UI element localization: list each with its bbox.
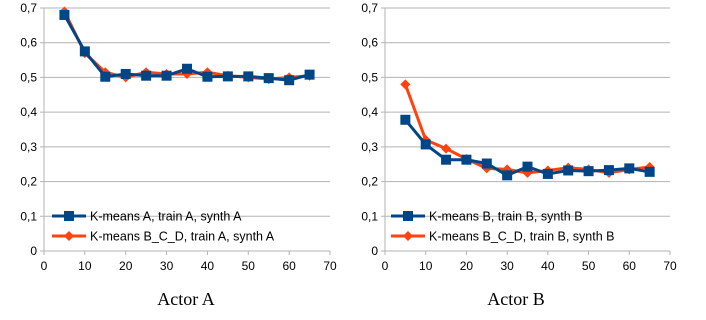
legend-marker xyxy=(64,231,74,241)
legend-marker xyxy=(64,211,74,221)
y-tick-label: 0,1 xyxy=(20,209,37,223)
data-point xyxy=(563,165,574,176)
y-tick-label: 0,4 xyxy=(361,105,378,119)
x-tick-label: 70 xyxy=(323,259,337,273)
x-tick-label: 0 xyxy=(382,259,389,273)
x-tick-label: 20 xyxy=(460,259,474,273)
data-point xyxy=(624,163,635,174)
data-point xyxy=(542,168,553,179)
y-tick-label: 0,5 xyxy=(361,70,378,84)
data-point xyxy=(222,71,233,82)
x-tick-label: 50 xyxy=(582,259,596,273)
data-point xyxy=(461,154,472,165)
x-tick-label: 10 xyxy=(78,259,92,273)
y-tick-label: 0,7 xyxy=(20,1,37,15)
data-point xyxy=(263,73,274,84)
x-tick-label: 60 xyxy=(623,259,637,273)
data-point xyxy=(202,71,213,82)
y-tick-label: 0 xyxy=(30,244,37,258)
x-tick-label: 30 xyxy=(500,259,514,273)
data-point xyxy=(120,68,131,79)
data-point xyxy=(441,154,452,165)
data-point xyxy=(100,71,111,82)
y-tick-label: 0,6 xyxy=(20,36,37,50)
y-tick-label: 0,4 xyxy=(20,105,37,119)
data-point xyxy=(141,70,152,81)
caption-actor-b: Actor B xyxy=(487,289,545,309)
data-point xyxy=(441,143,452,154)
x-tick-label: 70 xyxy=(663,259,677,273)
data-point xyxy=(522,161,533,172)
legend-label: K-means A, train A, synth A xyxy=(90,210,242,224)
data-point xyxy=(583,166,594,177)
data-point xyxy=(481,158,492,169)
data-point xyxy=(284,75,295,86)
y-tick-label: 0 xyxy=(371,244,378,258)
x-tick-label: 50 xyxy=(242,259,256,273)
data-point xyxy=(400,114,411,125)
data-point xyxy=(644,166,655,177)
data-point xyxy=(79,46,90,57)
y-tick-label: 0,3 xyxy=(20,140,37,154)
x-tick-label: 0 xyxy=(41,259,48,273)
y-tick-label: 0,6 xyxy=(361,36,378,50)
y-tick-label: 0,1 xyxy=(361,209,378,223)
data-point xyxy=(420,139,431,150)
y-tick-label: 0,2 xyxy=(361,175,378,189)
y-tick-label: 0,5 xyxy=(20,70,37,84)
x-tick-label: 30 xyxy=(160,259,174,273)
legend-label: K-means B_C_D, train A, synth A xyxy=(90,230,275,244)
x-tick-label: 40 xyxy=(201,259,215,273)
caption-actor-a: Actor A xyxy=(157,289,215,309)
legend-label: K-means B_C_D, train B, synth B xyxy=(429,230,615,244)
legend-marker xyxy=(403,211,413,221)
data-point xyxy=(603,165,614,176)
y-tick-label: 0,2 xyxy=(20,175,37,189)
y-tick-label: 0,3 xyxy=(361,140,378,154)
data-point xyxy=(304,69,315,80)
x-tick-label: 40 xyxy=(541,259,555,273)
x-tick-label: 10 xyxy=(419,259,433,273)
data-point xyxy=(161,70,172,81)
data-point xyxy=(400,79,411,90)
x-tick-label: 60 xyxy=(282,259,296,273)
data-point xyxy=(182,63,192,74)
legend-label: K-means B, train B, synth B xyxy=(429,210,583,224)
legend-marker xyxy=(403,231,413,241)
data-point xyxy=(502,170,513,181)
x-tick-label: 20 xyxy=(119,259,133,273)
data-point xyxy=(59,9,70,20)
y-tick-label: 0,7 xyxy=(361,1,378,15)
data-point xyxy=(243,71,254,82)
